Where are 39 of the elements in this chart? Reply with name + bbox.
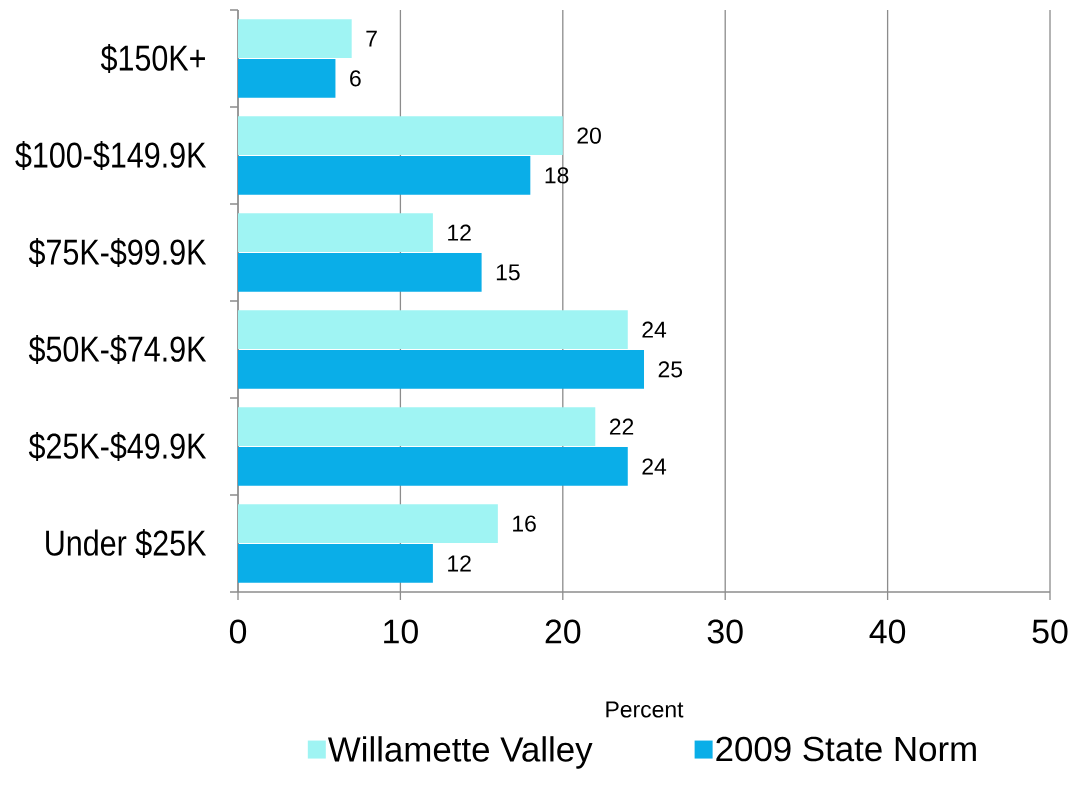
- data-label: 12: [448, 555, 471, 572]
- data-label: 18: [545, 167, 569, 184]
- bar: [238, 213, 433, 253]
- bar: [238, 504, 498, 544]
- bar: [238, 252, 482, 292]
- bar: [238, 116, 563, 156]
- y-tick-label: $75K-$99.9K: [28, 237, 207, 268]
- data-label: 22: [609, 418, 634, 435]
- y-tick-label: $100-$149.9K: [15, 140, 207, 171]
- x-axis-title: Percent: [606, 701, 684, 718]
- data-label: 25: [658, 361, 683, 378]
- legend-label: 2009 State Norm: [716, 736, 976, 762]
- bar: [238, 155, 531, 195]
- y-tick-label: $25K-$49.9K: [28, 431, 207, 462]
- y-tick-label: $50K-$74.9K: [28, 334, 207, 365]
- data-label: 12: [448, 224, 471, 241]
- bar: [238, 310, 628, 350]
- data-label: 7: [366, 30, 377, 47]
- data-label: 24: [642, 321, 667, 338]
- legend-label: Willamette Valley: [327, 736, 593, 769]
- bar: [238, 543, 433, 583]
- data-label: 15: [496, 264, 520, 281]
- x-tick-label: 50: [1032, 619, 1068, 644]
- y-tick-label: $150K+: [100, 43, 205, 74]
- bar: [238, 19, 352, 59]
- x-tick-label: 0: [229, 619, 247, 644]
- x-tick-label: 40: [869, 619, 906, 644]
- data-label: 24: [642, 458, 667, 475]
- data-label: 6: [350, 70, 361, 87]
- data-label: 16: [513, 515, 536, 532]
- bar: [238, 446, 628, 486]
- bar: [238, 58, 336, 98]
- x-tick-label: 30: [707, 619, 743, 644]
- data-label: 20: [577, 127, 601, 144]
- bar: [238, 349, 645, 389]
- x-tick-label: 10: [384, 619, 418, 644]
- bar: [238, 407, 596, 447]
- x-tick-label: 20: [545, 619, 581, 644]
- y-tick-label: Under $25K: [46, 528, 207, 559]
